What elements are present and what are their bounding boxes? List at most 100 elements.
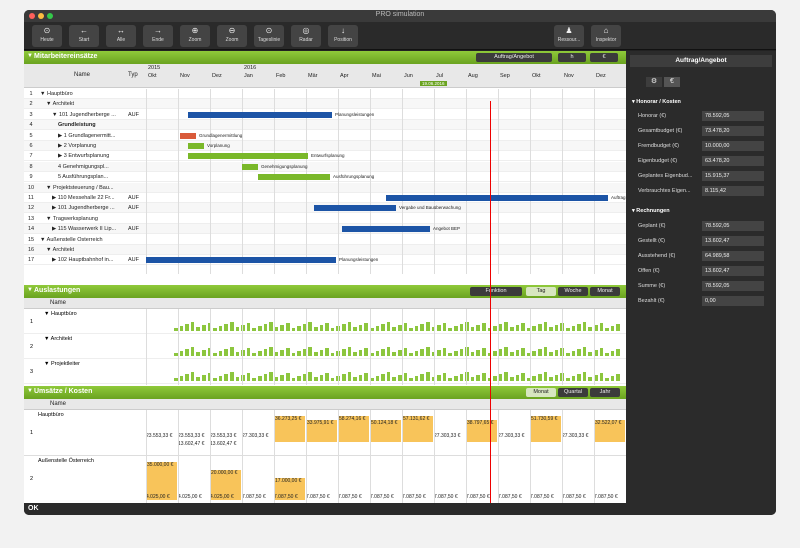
field-value[interactable]: 13.602,47 [702,266,764,276]
tab-tag[interactable]: Tag [526,287,556,296]
table-row[interactable]: 7 ▶ 3 Entwurfsplanung [24,151,626,162]
load-bar [190,347,195,356]
table-row[interactable]: 17 ▶ 102 Hauptbahnhof in... AUF [24,255,626,266]
table-row[interactable]: 2 Außenstelle Österreich [24,456,626,502]
field-value[interactable]: 64.989,58 [702,251,764,261]
load-bar [504,372,508,381]
field-label: Honorar (€) [638,113,667,119]
start-button[interactable]: ← Start [69,25,99,47]
field-value[interactable]: 8.115,42 [702,186,764,196]
load-bar [510,377,514,381]
table-row[interactable]: 16 ▼ Architekt [24,245,626,255]
table-row[interactable]: 3 ▼ Projektleiter [24,359,626,384]
tab-woche[interactable]: Woche [558,287,588,296]
grid-line [402,309,403,385]
month-label: Jul [436,73,444,79]
position-button[interactable]: ↓ Position [328,25,358,47]
load-bar [582,347,587,356]
heute-button[interactable]: ⊙ Heute [32,25,62,47]
zoom-out-button[interactable]: ⊖ Zoom [217,25,247,47]
gantt-bar[interactable] [258,174,330,181]
column-name[interactable]: Name [50,300,67,306]
table-row[interactable]: 2 ▼ Architekt [24,99,626,110]
tab-monat[interactable]: Monat [590,287,620,296]
table-row[interactable]: 11 ▶ 110 Messehalle 22 Fr... AUF [24,193,626,203]
table-row[interactable]: 6 ▶ 2 Vorplanung [24,141,626,151]
table-row[interactable]: 1 Hauptbüro [24,410,626,456]
table-row[interactable]: 5 ▶ 1 Grundlagenermitt... [24,131,626,141]
gantt-bar[interactable] [386,195,608,201]
load-bar [179,351,184,356]
gantt-bar[interactable] [188,111,332,118]
field-value[interactable]: 78.592,05 [702,111,764,121]
gantt-bar[interactable] [188,153,308,160]
section-title[interactable]: ▾ Rechnungen [632,208,670,214]
bar-label: Entwurfsplanung [311,153,345,159]
column-typ[interactable]: Typ [128,72,138,78]
alle-button[interactable]: ↔ Alle [106,25,136,47]
close-icon[interactable] [29,13,35,19]
field-value[interactable]: 15.915,37 [702,171,764,181]
gantt-bar[interactable] [146,257,336,264]
field-value[interactable]: 0,00 [702,296,764,306]
table-row[interactable]: 9 5 Ausführungsplan... [24,172,626,183]
tab-quartal[interactable]: Quartal [558,388,588,397]
sliders-icon[interactable]: ⚙ [646,77,662,87]
column-name[interactable]: Name [74,72,91,78]
unit-h-button[interactable]: h [558,53,586,62]
minimize-icon[interactable] [38,13,44,19]
load-bar [476,375,480,381]
filter-select[interactable]: Auftrag/Angebot [476,53,552,62]
table-row[interactable]: 10 ▼ Projektsteuerung / Bau... [24,182,626,193]
load-bar [409,328,413,331]
table-row[interactable]: 4 Grundleistung [24,120,626,131]
load-bar [291,378,296,381]
ende-button[interactable]: → Ende [143,25,173,47]
field-value[interactable]: 63.478,20 [702,156,764,166]
window-title: PRO simulation [375,11,425,18]
table-row[interactable]: 15 ▼ Außenstelle Österreich [24,235,626,245]
field-value[interactable]: 13.602,47 [702,236,764,246]
tab-jahr[interactable]: Jahr [590,388,620,397]
load-bar [246,373,251,381]
gantt-bar[interactable] [314,205,396,212]
gantt-bar[interactable] [188,143,204,149]
section-title[interactable]: ▾ Honorar / Kosten [632,99,681,105]
table-row[interactable]: 2 ▼ Architekt [24,334,626,359]
table-row[interactable]: 13 ▼ Tragwerksplanung [24,214,626,224]
field-label: Bezahlt (€) [638,298,665,304]
load-bar [342,324,346,331]
tab-monat[interactable]: Monat [526,388,556,397]
unit-eur-button[interactable]: € [590,53,618,62]
table-row[interactable]: 8 4 Genehmigungspl... [24,161,626,172]
load-bar [403,348,408,356]
load-bar [358,350,363,356]
collapse-icon[interactable]: ▼ [27,53,33,59]
zoom-in-button[interactable]: ⊕ Zoom [180,25,210,47]
row-number: 17 [27,257,35,264]
field-value[interactable]: 10.000,00 [702,141,764,151]
tageslinie-button[interactable]: ⊙ Tageslinie [254,25,284,47]
table-row[interactable]: 1 ▼ Hauptbüro [24,89,626,99]
table-row[interactable]: 14 ▶ 115 Wasserwerk II Lip... AUF [24,224,626,235]
radar-button[interactable]: ◎ Radar [291,25,321,47]
zoom-icon[interactable] [47,13,53,19]
collapse-icon[interactable]: ▼ [27,388,33,394]
row-name: ▼ Projektleiter [44,361,81,367]
field-value[interactable]: 78.592,05 [702,221,764,231]
button-label: Radar [299,37,313,43]
gantt-bar[interactable] [180,132,196,139]
table-row[interactable]: 1 ▼ Hauptbüro [24,309,626,334]
gantt-bar[interactable] [342,226,430,233]
field-value[interactable]: 78.592,05 [702,281,764,291]
inspektor-button[interactable]: ⌂ Inspektor [591,25,621,47]
collapse-icon[interactable]: ▼ [27,287,33,293]
gantt-bar[interactable] [242,163,258,170]
euro-icon[interactable]: € [664,77,680,87]
load-bar [532,376,536,381]
column-name[interactable]: Name [50,401,67,407]
ressourcen-button[interactable]: ♟ Ressour... [554,25,584,47]
field-value[interactable]: 73.478,20 [702,126,764,136]
function-select[interactable]: Funktion [470,287,522,296]
table-row[interactable]: 3 ▼ 101 Jugendherberge ... AUF [24,110,626,120]
